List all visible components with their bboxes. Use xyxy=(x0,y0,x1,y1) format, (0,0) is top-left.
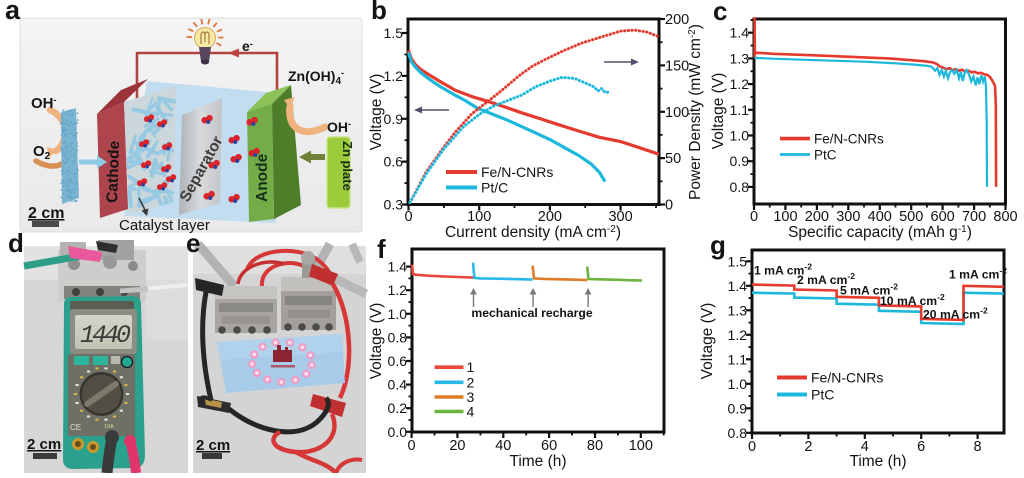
svg-text:mechanical recharge: mechanical recharge xyxy=(471,306,592,320)
svg-text:f: f xyxy=(377,234,386,264)
svg-text:2 cm: 2 cm xyxy=(28,205,64,222)
svg-text:1: 1 xyxy=(467,359,475,375)
svg-text:50: 50 xyxy=(665,151,681,167)
svg-text:1.1: 1.1 xyxy=(728,351,748,367)
svg-text:800: 800 xyxy=(993,209,1017,225)
svg-text:1.0: 1.0 xyxy=(388,306,408,322)
svg-text:0.2: 0.2 xyxy=(388,400,408,416)
svg-text:300: 300 xyxy=(836,209,860,225)
svg-text:Power Density (mW cm-2): Power Density (mW cm-2) xyxy=(687,24,704,200)
svg-text:1.5: 1.5 xyxy=(384,25,404,41)
svg-text:PtC: PtC xyxy=(814,148,837,163)
svg-text:200: 200 xyxy=(665,12,689,28)
svg-text:e: e xyxy=(186,228,200,258)
svg-text:4: 4 xyxy=(467,404,475,420)
svg-text:1.2: 1.2 xyxy=(384,68,404,84)
svg-text:0: 0 xyxy=(408,438,416,454)
svg-text:2 cm: 2 cm xyxy=(27,436,61,453)
svg-text:PtC: PtC xyxy=(811,387,834,403)
svg-text:1 mA cm-2: 1 mA cm-2 xyxy=(949,266,1007,282)
svg-text:1.0: 1.0 xyxy=(728,376,748,392)
svg-text:a: a xyxy=(5,0,21,25)
svg-text:20: 20 xyxy=(449,438,465,454)
svg-text:Specific capacity (mAh g-1): Specific capacity (mAh g-1) xyxy=(788,224,972,241)
svg-text:Current density (mA cm-2): Current density (mA cm-2) xyxy=(445,224,621,241)
svg-text:400: 400 xyxy=(868,209,892,225)
svg-text:150: 150 xyxy=(665,58,689,74)
svg-text:40: 40 xyxy=(495,438,511,454)
svg-text:100: 100 xyxy=(665,105,689,121)
svg-text:Cathode: Cathode xyxy=(104,140,123,203)
svg-text:1.4: 1.4 xyxy=(388,259,408,275)
svg-text:600: 600 xyxy=(931,209,955,225)
svg-text:80: 80 xyxy=(587,438,603,454)
svg-text:0.9: 0.9 xyxy=(730,153,750,169)
svg-text:0: 0 xyxy=(665,198,673,214)
svg-text:1.5: 1.5 xyxy=(728,253,748,269)
svg-text:1.2: 1.2 xyxy=(388,282,408,298)
svg-text:6: 6 xyxy=(917,439,925,455)
svg-text:0.6: 0.6 xyxy=(384,154,404,170)
svg-text:1.4: 1.4 xyxy=(728,278,748,294)
svg-text:2: 2 xyxy=(804,439,812,455)
svg-text:d: d xyxy=(8,228,24,258)
svg-text:Fe/N-CNRs: Fe/N-CNRs xyxy=(814,132,884,147)
svg-text:Voltage (V): Voltage (V) xyxy=(710,73,727,150)
svg-text:0: 0 xyxy=(750,209,758,225)
svg-text:0.0: 0.0 xyxy=(388,424,408,440)
svg-text:0.3: 0.3 xyxy=(384,197,404,213)
svg-text:100: 100 xyxy=(629,438,653,454)
svg-text:300: 300 xyxy=(608,209,632,225)
svg-text:Anode: Anode xyxy=(254,153,271,202)
svg-text:0.8: 0.8 xyxy=(730,179,750,195)
svg-text:8: 8 xyxy=(974,439,982,455)
svg-text:1.1: 1.1 xyxy=(730,102,750,118)
svg-text:0.9: 0.9 xyxy=(728,400,748,416)
svg-text:Pt/C: Pt/C xyxy=(481,180,508,196)
svg-text:10 mA cm-2: 10 mA cm-2 xyxy=(880,292,945,308)
svg-text:2: 2 xyxy=(467,374,475,390)
svg-text:0.8: 0.8 xyxy=(388,329,408,345)
svg-text:g: g xyxy=(710,230,726,260)
svg-text:Time (h): Time (h) xyxy=(849,453,906,470)
svg-text:500: 500 xyxy=(899,209,923,225)
svg-text:1.2: 1.2 xyxy=(730,76,750,92)
svg-text:Voltage (V): Voltage (V) xyxy=(368,74,385,151)
svg-text:0: 0 xyxy=(404,209,412,225)
svg-text:0.4: 0.4 xyxy=(388,377,408,393)
svg-text:1.0: 1.0 xyxy=(730,128,750,144)
svg-text:60: 60 xyxy=(541,438,557,454)
svg-text:OH-: OH- xyxy=(327,119,351,135)
svg-text:c: c xyxy=(713,0,727,26)
svg-text:700: 700 xyxy=(962,209,986,225)
svg-text:0.8: 0.8 xyxy=(728,425,748,441)
svg-text:1.2: 1.2 xyxy=(728,327,748,343)
svg-text:100: 100 xyxy=(467,209,491,225)
svg-text:1440: 1440 xyxy=(80,321,131,350)
svg-text:0.9: 0.9 xyxy=(384,111,404,127)
svg-text:1.3: 1.3 xyxy=(730,50,750,66)
svg-text:100: 100 xyxy=(773,209,797,225)
svg-text:Time (h): Time (h) xyxy=(509,453,566,470)
svg-text:0: 0 xyxy=(748,439,756,455)
svg-text:Voltage (V): Voltage (V) xyxy=(368,303,385,380)
svg-text:1.3: 1.3 xyxy=(728,302,748,318)
svg-text:20 mA cm-2: 20 mA cm-2 xyxy=(923,306,988,322)
svg-text:0.6: 0.6 xyxy=(388,353,408,369)
svg-text:Voltage (V): Voltage (V) xyxy=(699,303,716,380)
svg-text:200: 200 xyxy=(805,209,829,225)
svg-text:2 cm: 2 cm xyxy=(196,437,230,454)
svg-text:1.4: 1.4 xyxy=(730,25,750,41)
svg-text:10A: 10A xyxy=(104,424,114,430)
svg-text:200: 200 xyxy=(538,209,562,225)
svg-text:OH-: OH- xyxy=(31,95,57,112)
svg-text:Fe/N-CNRs: Fe/N-CNRs xyxy=(811,370,883,386)
svg-text:Fe/N-CNRs: Fe/N-CNRs xyxy=(481,164,553,180)
svg-text:b: b xyxy=(371,0,387,25)
svg-text:CE: CE xyxy=(70,423,81,432)
svg-text:Zn plate: Zn plate xyxy=(340,141,355,191)
